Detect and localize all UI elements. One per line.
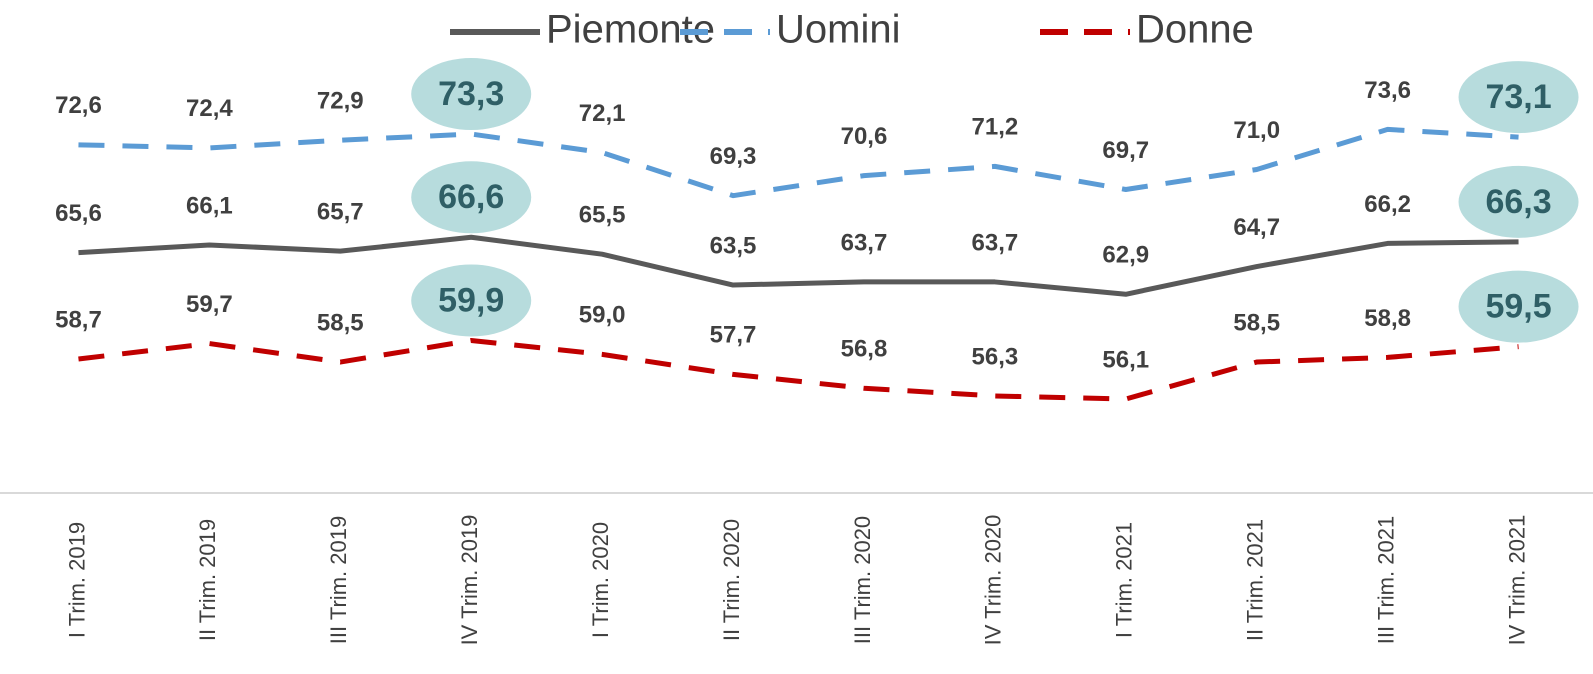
x-tick-label: I Trim. 2019 — [64, 522, 89, 638]
data-label: 71,2 — [972, 114, 1019, 141]
data-label: 72,6 — [55, 92, 102, 119]
highlight-ellipse — [411, 58, 532, 131]
data-label: 73,1 — [1485, 78, 1551, 116]
data-label: 56,1 — [1102, 346, 1149, 373]
x-tick-label: III Trim. 2021 — [1373, 516, 1398, 644]
series-line — [78, 234, 1519, 297]
data-label: 73,6 — [1364, 77, 1411, 104]
x-tick-label: IV Trim. 2019 — [457, 515, 482, 646]
data-label: 65,5 — [579, 202, 626, 229]
data-label: 69,7 — [1102, 137, 1149, 164]
data-label: 58,5 — [317, 309, 364, 336]
data-label: 56,3 — [972, 343, 1019, 370]
legend-label: Uomini — [776, 8, 900, 52]
data-label: 56,8 — [841, 336, 888, 363]
series-line — [78, 337, 1519, 402]
data-label: 66,3 — [1485, 183, 1551, 221]
highlight-ellipse — [1458, 61, 1579, 134]
x-tick-label: III Trim. 2019 — [326, 516, 351, 644]
data-label: 63,7 — [972, 229, 1019, 256]
data-label: 66,1 — [186, 192, 233, 219]
data-label: 58,8 — [1364, 305, 1411, 332]
x-tick-label: III Trim. 2020 — [850, 516, 875, 644]
data-label: 66,6 — [438, 178, 504, 216]
data-label: 59,5 — [1485, 288, 1551, 326]
data-label: 70,6 — [841, 123, 888, 150]
x-tick-label: IV Trim. 2020 — [981, 515, 1006, 646]
x-tick-label: II Trim. 2020 — [719, 519, 744, 641]
highlight-ellipse — [411, 161, 532, 234]
data-label: 64,7 — [1233, 214, 1280, 241]
data-label: 66,2 — [1364, 191, 1411, 218]
data-label: 57,7 — [710, 322, 757, 349]
data-label: 65,7 — [317, 198, 364, 225]
data-label: 58,5 — [1233, 309, 1280, 336]
legend-label: Donne — [1136, 8, 1254, 52]
data-label: 63,5 — [710, 232, 757, 259]
x-tick-label: I Trim. 2021 — [1112, 522, 1137, 638]
series-line — [78, 126, 1519, 199]
data-label: 59,9 — [438, 281, 504, 319]
data-label: 62,9 — [1102, 242, 1149, 269]
x-tick-label: I Trim. 2020 — [588, 522, 613, 638]
x-tick-label: II Trim. 2021 — [1243, 519, 1268, 641]
data-label: 73,3 — [438, 75, 504, 113]
data-label: 58,7 — [55, 306, 102, 333]
highlight-ellipse — [1458, 165, 1579, 238]
data-label: 59,0 — [579, 302, 626, 329]
x-tick-label: II Trim. 2019 — [195, 519, 220, 641]
x-tick-label: IV Trim. 2021 — [1504, 515, 1529, 646]
data-label: 72,4 — [186, 95, 233, 122]
data-label: 72,9 — [317, 88, 364, 115]
highlight-ellipse — [411, 264, 532, 337]
data-label: 69,3 — [710, 143, 757, 170]
highlight-ellipse — [1458, 270, 1579, 343]
data-label: 71,0 — [1233, 117, 1280, 144]
data-label: 72,1 — [579, 100, 626, 127]
data-label: 63,7 — [841, 229, 888, 256]
data-label: 65,6 — [55, 200, 102, 227]
data-label: 59,7 — [186, 291, 233, 318]
